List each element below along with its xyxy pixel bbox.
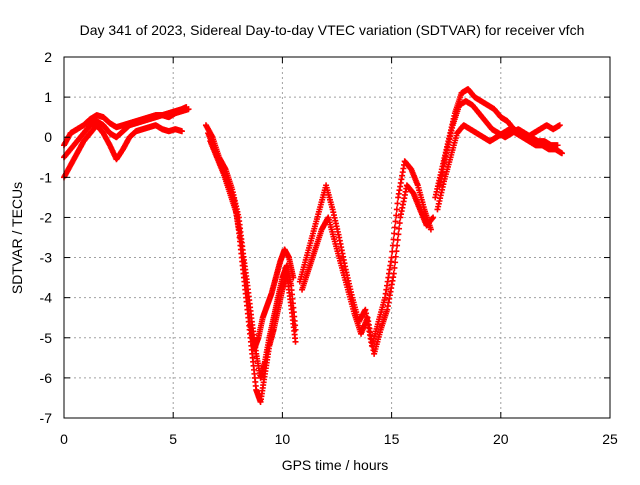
x-axis-label: GPS time / hours <box>282 457 389 473</box>
series-arc-8 <box>299 182 437 357</box>
data-point-marker <box>390 270 397 277</box>
data-point-marker <box>554 142 561 149</box>
y-tick-label: -5 <box>40 330 53 346</box>
ticks: 0 5 10 15 20 25 -7 -6 -5 -4 -3 -2 -1 0 1 2 <box>40 49 618 447</box>
y-tick-label: 0 <box>44 129 52 145</box>
y-tick-label: -6 <box>40 370 53 386</box>
data-point-marker <box>388 254 395 261</box>
series-arc-3 <box>61 106 192 161</box>
y-tick-label: -2 <box>40 209 53 225</box>
data-point-marker <box>290 274 297 281</box>
data-point-marker <box>391 224 398 231</box>
series-arc-7 <box>296 158 434 349</box>
data-point-marker <box>292 338 299 345</box>
data-point-marker <box>185 106 192 113</box>
x-tick-label: 0 <box>60 431 68 447</box>
y-tick-label: -4 <box>40 290 53 306</box>
data-point-marker <box>393 212 400 219</box>
x-tick-label: 15 <box>384 431 400 447</box>
data-point-marker <box>430 214 437 221</box>
plot-area <box>61 86 565 405</box>
x-tick-label: 10 <box>275 431 291 447</box>
plot-frame <box>63 56 611 419</box>
series-arc-10 <box>434 122 565 213</box>
series-arc-6 <box>207 138 297 353</box>
series-arc-2 <box>61 122 185 181</box>
data-point-marker <box>396 225 403 232</box>
x-tick-label: 5 <box>169 431 177 447</box>
series-arc-11 <box>436 98 561 189</box>
data-point-marker <box>556 122 563 129</box>
y-tick-label: -1 <box>40 169 53 185</box>
y-tick-label: 1 <box>44 89 52 105</box>
data-point-marker <box>558 150 565 157</box>
data-point-marker <box>393 206 400 213</box>
data-point-marker <box>391 264 398 271</box>
x-tick-label: 20 <box>493 431 509 447</box>
y-tick-label: -3 <box>40 250 53 266</box>
data-point-marker <box>396 220 403 227</box>
data-point-marker <box>392 218 399 225</box>
data-point-marker <box>391 230 398 237</box>
chart-title: Day 341 of 2023, Sidereal Day-to-day VTE… <box>80 22 585 38</box>
data-point-marker <box>394 236 401 243</box>
data-point-marker <box>395 231 402 238</box>
data-point-marker <box>178 128 185 135</box>
data-point-marker <box>392 253 399 260</box>
data-point-marker <box>393 248 400 255</box>
x-tick-label: 25 <box>602 431 618 447</box>
data-point-marker <box>394 242 401 249</box>
y-tick-label: 2 <box>44 49 52 65</box>
data-point-marker <box>392 259 399 266</box>
y-tick-label: -7 <box>40 410 53 426</box>
y-axis-label: SDTVAR / TECUs <box>9 182 25 294</box>
data-point-marker <box>427 226 434 233</box>
data-point-marker <box>394 200 401 207</box>
